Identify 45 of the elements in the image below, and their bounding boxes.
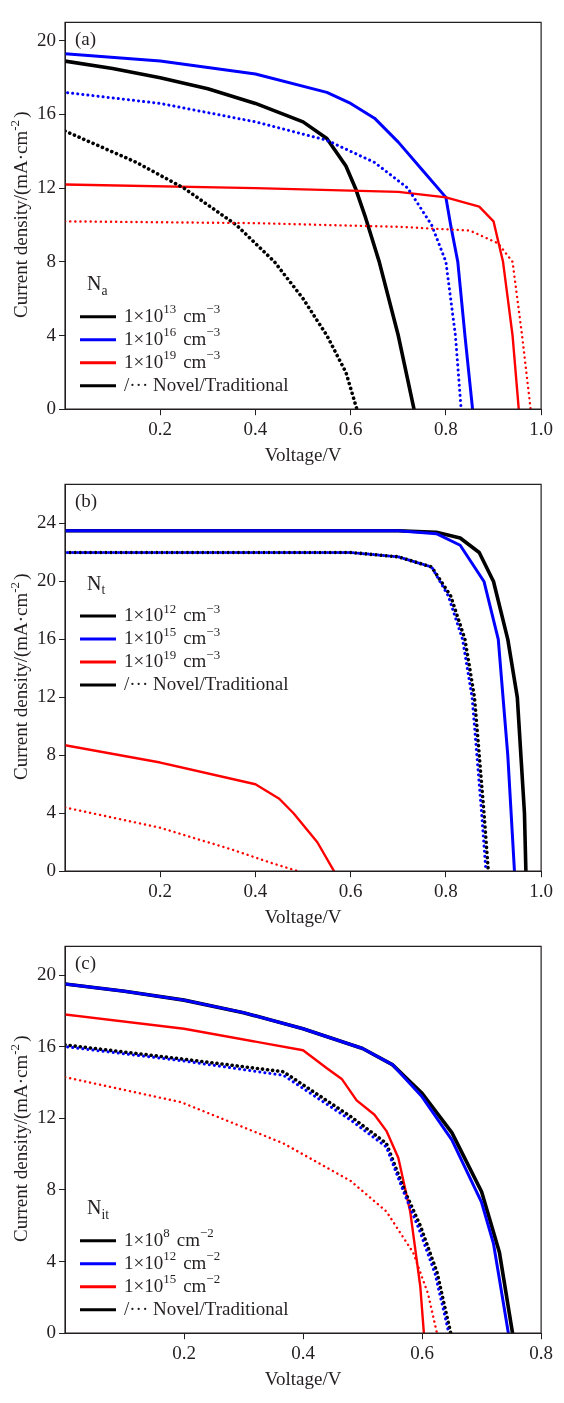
y-tick-label: 4 [46,801,57,823]
x-tick-label: 0.2 [148,417,173,439]
y-tick-label: 20 [37,28,56,50]
y-tick-label: 8 [46,1177,56,1199]
x-tick-label: 0.4 [291,1341,316,1363]
y-tick-label: 4 [46,323,57,345]
y-tick-label: 16 [37,102,56,124]
x-tick-label: 0.8 [434,879,458,901]
annotation: (a) [75,28,97,51]
y-tick-label: 8 [46,743,56,765]
y-tick-label: 8 [46,249,56,271]
annotation: (c) [75,952,97,975]
x-axis-title: Voltage/V [264,1367,342,1389]
x-tick-label: 0.2 [172,1341,196,1363]
y-axis-title: Current density/(mA·cm-2) [6,573,32,780]
annotation: /··· Novel/Traditional [124,373,289,395]
y-axis-title: Current density/(mA·cm-2) [6,1035,32,1242]
y-tick-label: 20 [37,963,56,985]
y-axis-title: Current density/(mA·cm-2) [6,111,32,318]
y-tick-label: 24 [37,511,57,533]
y-tick-label: 4 [46,1249,57,1271]
x-tick-label: 1.0 [529,879,553,901]
x-tick-label: 0.6 [338,417,363,439]
x-axis-title: Voltage/V [264,905,342,927]
x-tick-label: 0.2 [148,879,173,901]
y-tick-label: 16 [37,1034,56,1056]
annotation: /··· Novel/Traditional [124,1297,289,1319]
x-tick-label: 0.6 [338,879,363,901]
y-tick-label: 0 [46,397,56,419]
y-tick-label: 0 [46,859,56,881]
x-axis-title: Voltage/V [264,443,342,465]
y-tick-label: 12 [37,176,56,198]
x-tick-label: 0.4 [243,417,268,439]
annotation: /··· Novel/Traditional [124,672,289,694]
y-tick-label: 12 [37,1106,56,1128]
x-tick-label: 0.8 [529,1341,553,1363]
x-tick-label: 1.0 [529,417,553,439]
x-tick-label: 0.4 [243,879,268,901]
y-tick-label: 0 [46,1321,56,1343]
annotation: (b) [75,490,98,513]
y-tick-label: 20 [37,569,56,591]
x-tick-label: 0.6 [410,1341,434,1363]
y-tick-label: 12 [37,685,56,707]
y-tick-label: 16 [37,627,56,649]
x-tick-label: 0.8 [434,417,458,439]
